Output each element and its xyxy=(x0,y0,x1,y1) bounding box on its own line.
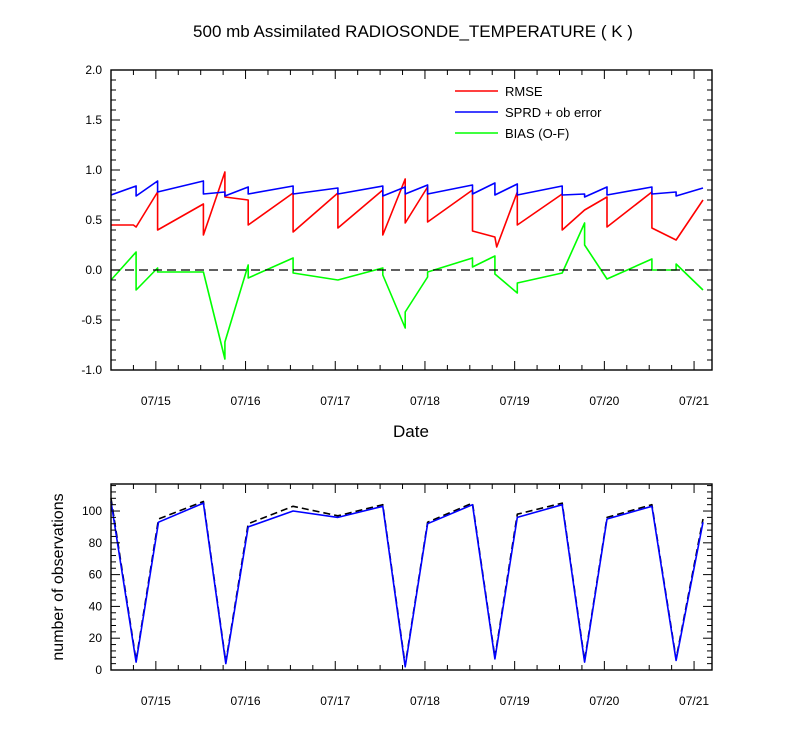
series-line-sprd-ob-error xyxy=(110,180,704,198)
legend-label-bias: BIAS (O-F) xyxy=(505,126,569,141)
y-tick-label: 1.5 xyxy=(85,113,102,127)
top-panel: 500 mb Assimilated RADIOSONDE_TEMPERATUR… xyxy=(81,22,713,441)
x-tick-label: 07/19 xyxy=(500,694,530,708)
y-tick-label: 60 xyxy=(89,568,103,582)
legend-label-rmse: RMSE xyxy=(505,84,543,99)
series-line-total-observations xyxy=(110,498,704,666)
series-line-bias-o-f xyxy=(110,222,704,360)
y-tick-label: 1.0 xyxy=(85,163,102,177)
top-plot-frame xyxy=(110,69,713,371)
chart-title: 500 mb Assimilated RADIOSONDE_TEMPERATUR… xyxy=(193,22,633,41)
x-tick-label: 07/18 xyxy=(410,694,440,708)
x-axis-label: Date xyxy=(393,422,429,441)
bottom-plot-frame xyxy=(110,483,713,671)
x-tick-label: 07/16 xyxy=(231,694,261,708)
bottom-panel: 0 20 40 60 80 100 07/15 07/16 07/17 07/18 07/19 07/… xyxy=(50,483,713,708)
x-tick-label: 07/18 xyxy=(410,394,440,408)
x-tick-label: 07/20 xyxy=(589,394,619,408)
x-tick-label: 07/15 xyxy=(141,394,171,408)
top-series-group xyxy=(110,171,704,360)
top-ticks-group: -1.0 -0.5 0.0 0.5 1.0 1.5 2.0 07/15 07/16 07/17 07… xyxy=(81,63,712,408)
x-tick-label: 07/19 xyxy=(500,394,530,408)
legend: RMSE SPRD + ob error BIAS (O-F) xyxy=(455,84,602,141)
y-tick-label: -1.0 xyxy=(81,363,102,377)
x-tick-label: 07/20 xyxy=(589,694,619,708)
y-tick-label: 40 xyxy=(89,599,103,613)
legend-label-sprd: SPRD + ob error xyxy=(505,105,602,120)
series-line-rmse xyxy=(111,171,704,248)
y-tick-label: 2.0 xyxy=(85,63,102,77)
y-tick-label: 0.5 xyxy=(85,213,102,227)
x-tick-label: 07/16 xyxy=(231,394,261,408)
x-tick-label: 07/17 xyxy=(320,694,350,708)
x-tick-label: 07/15 xyxy=(141,694,171,708)
y-tick-label: 20 xyxy=(89,631,103,645)
x-tick-label: 07/17 xyxy=(320,394,350,408)
series-line-assimilated-observations xyxy=(110,501,704,668)
y-tick-label: 80 xyxy=(89,536,103,550)
y-tick-label: 100 xyxy=(82,504,102,518)
bottom-ticks-group: 0 20 40 60 80 100 07/15 07/16 07/17 07/18 07/19 07/… xyxy=(82,484,712,708)
y-tick-label: -0.5 xyxy=(81,313,102,327)
bottom-series-group xyxy=(110,498,704,668)
y-tick-label: 0 xyxy=(95,663,102,677)
y-axis-label: number of observations xyxy=(50,493,67,660)
x-tick-label: 07/21 xyxy=(679,694,709,708)
y-tick-label: 0.0 xyxy=(85,263,102,277)
x-tick-label: 07/21 xyxy=(679,394,709,408)
